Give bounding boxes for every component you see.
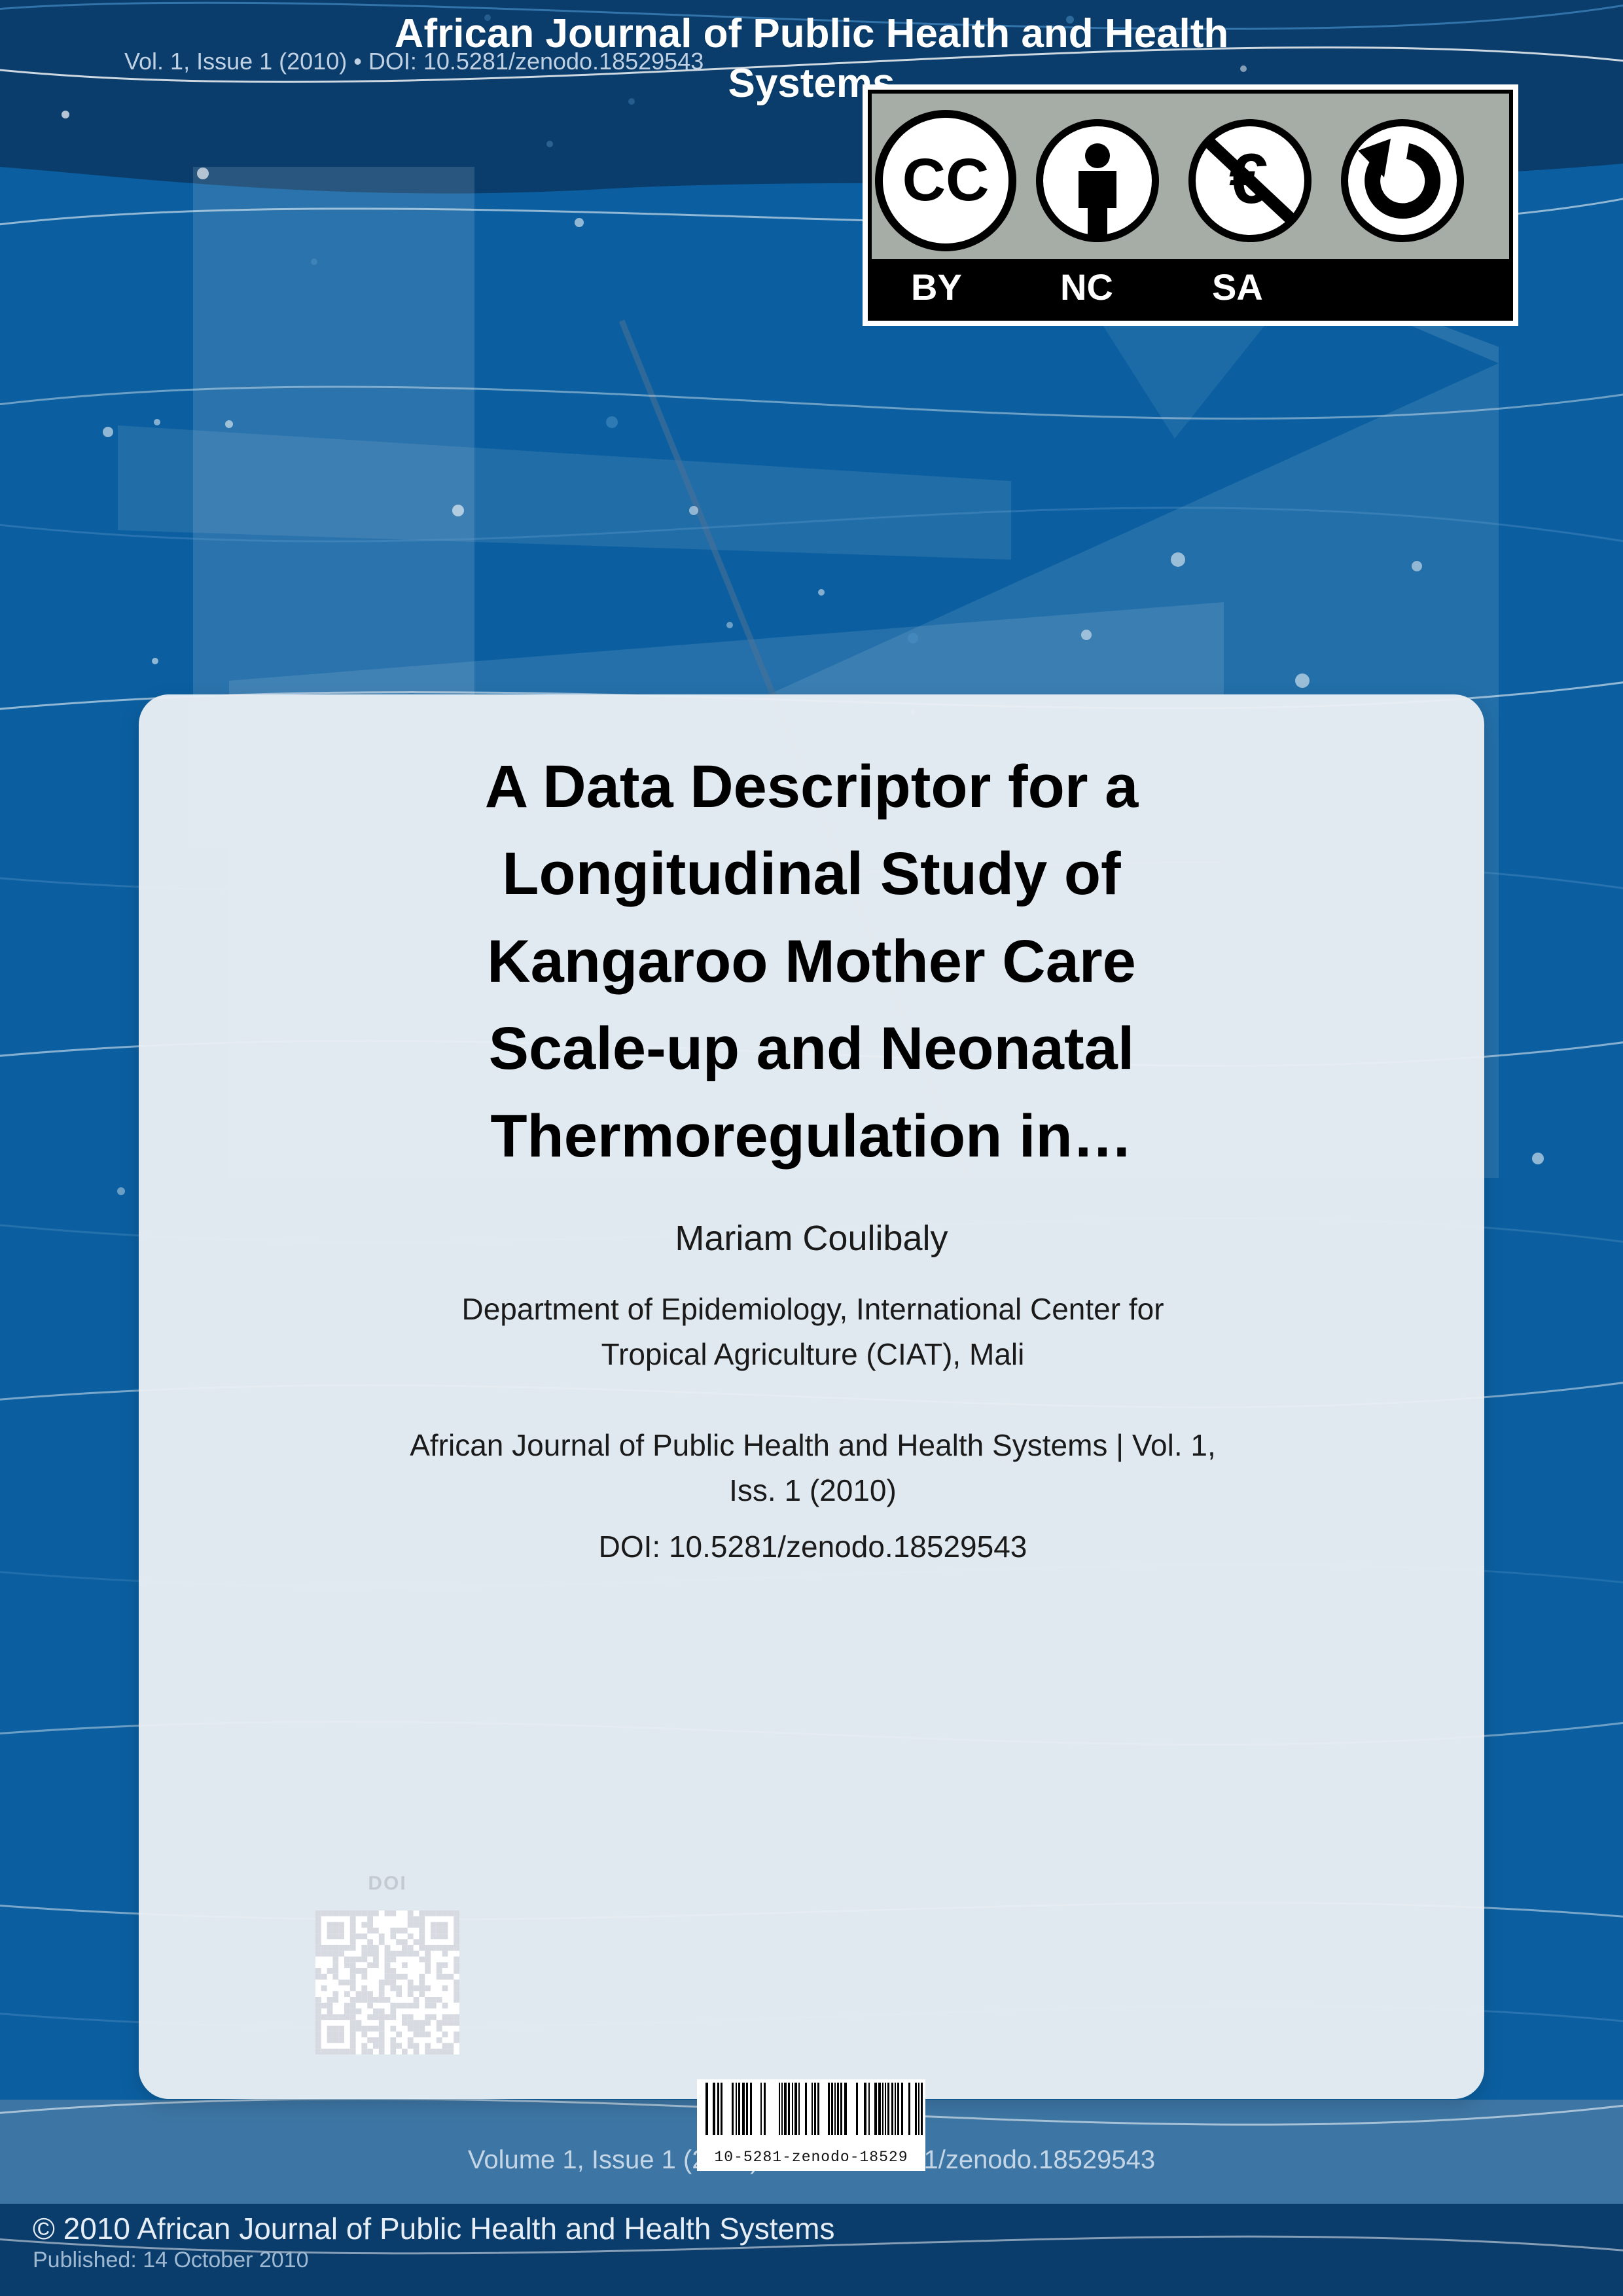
svg-text:CC: CC bbox=[902, 147, 990, 213]
